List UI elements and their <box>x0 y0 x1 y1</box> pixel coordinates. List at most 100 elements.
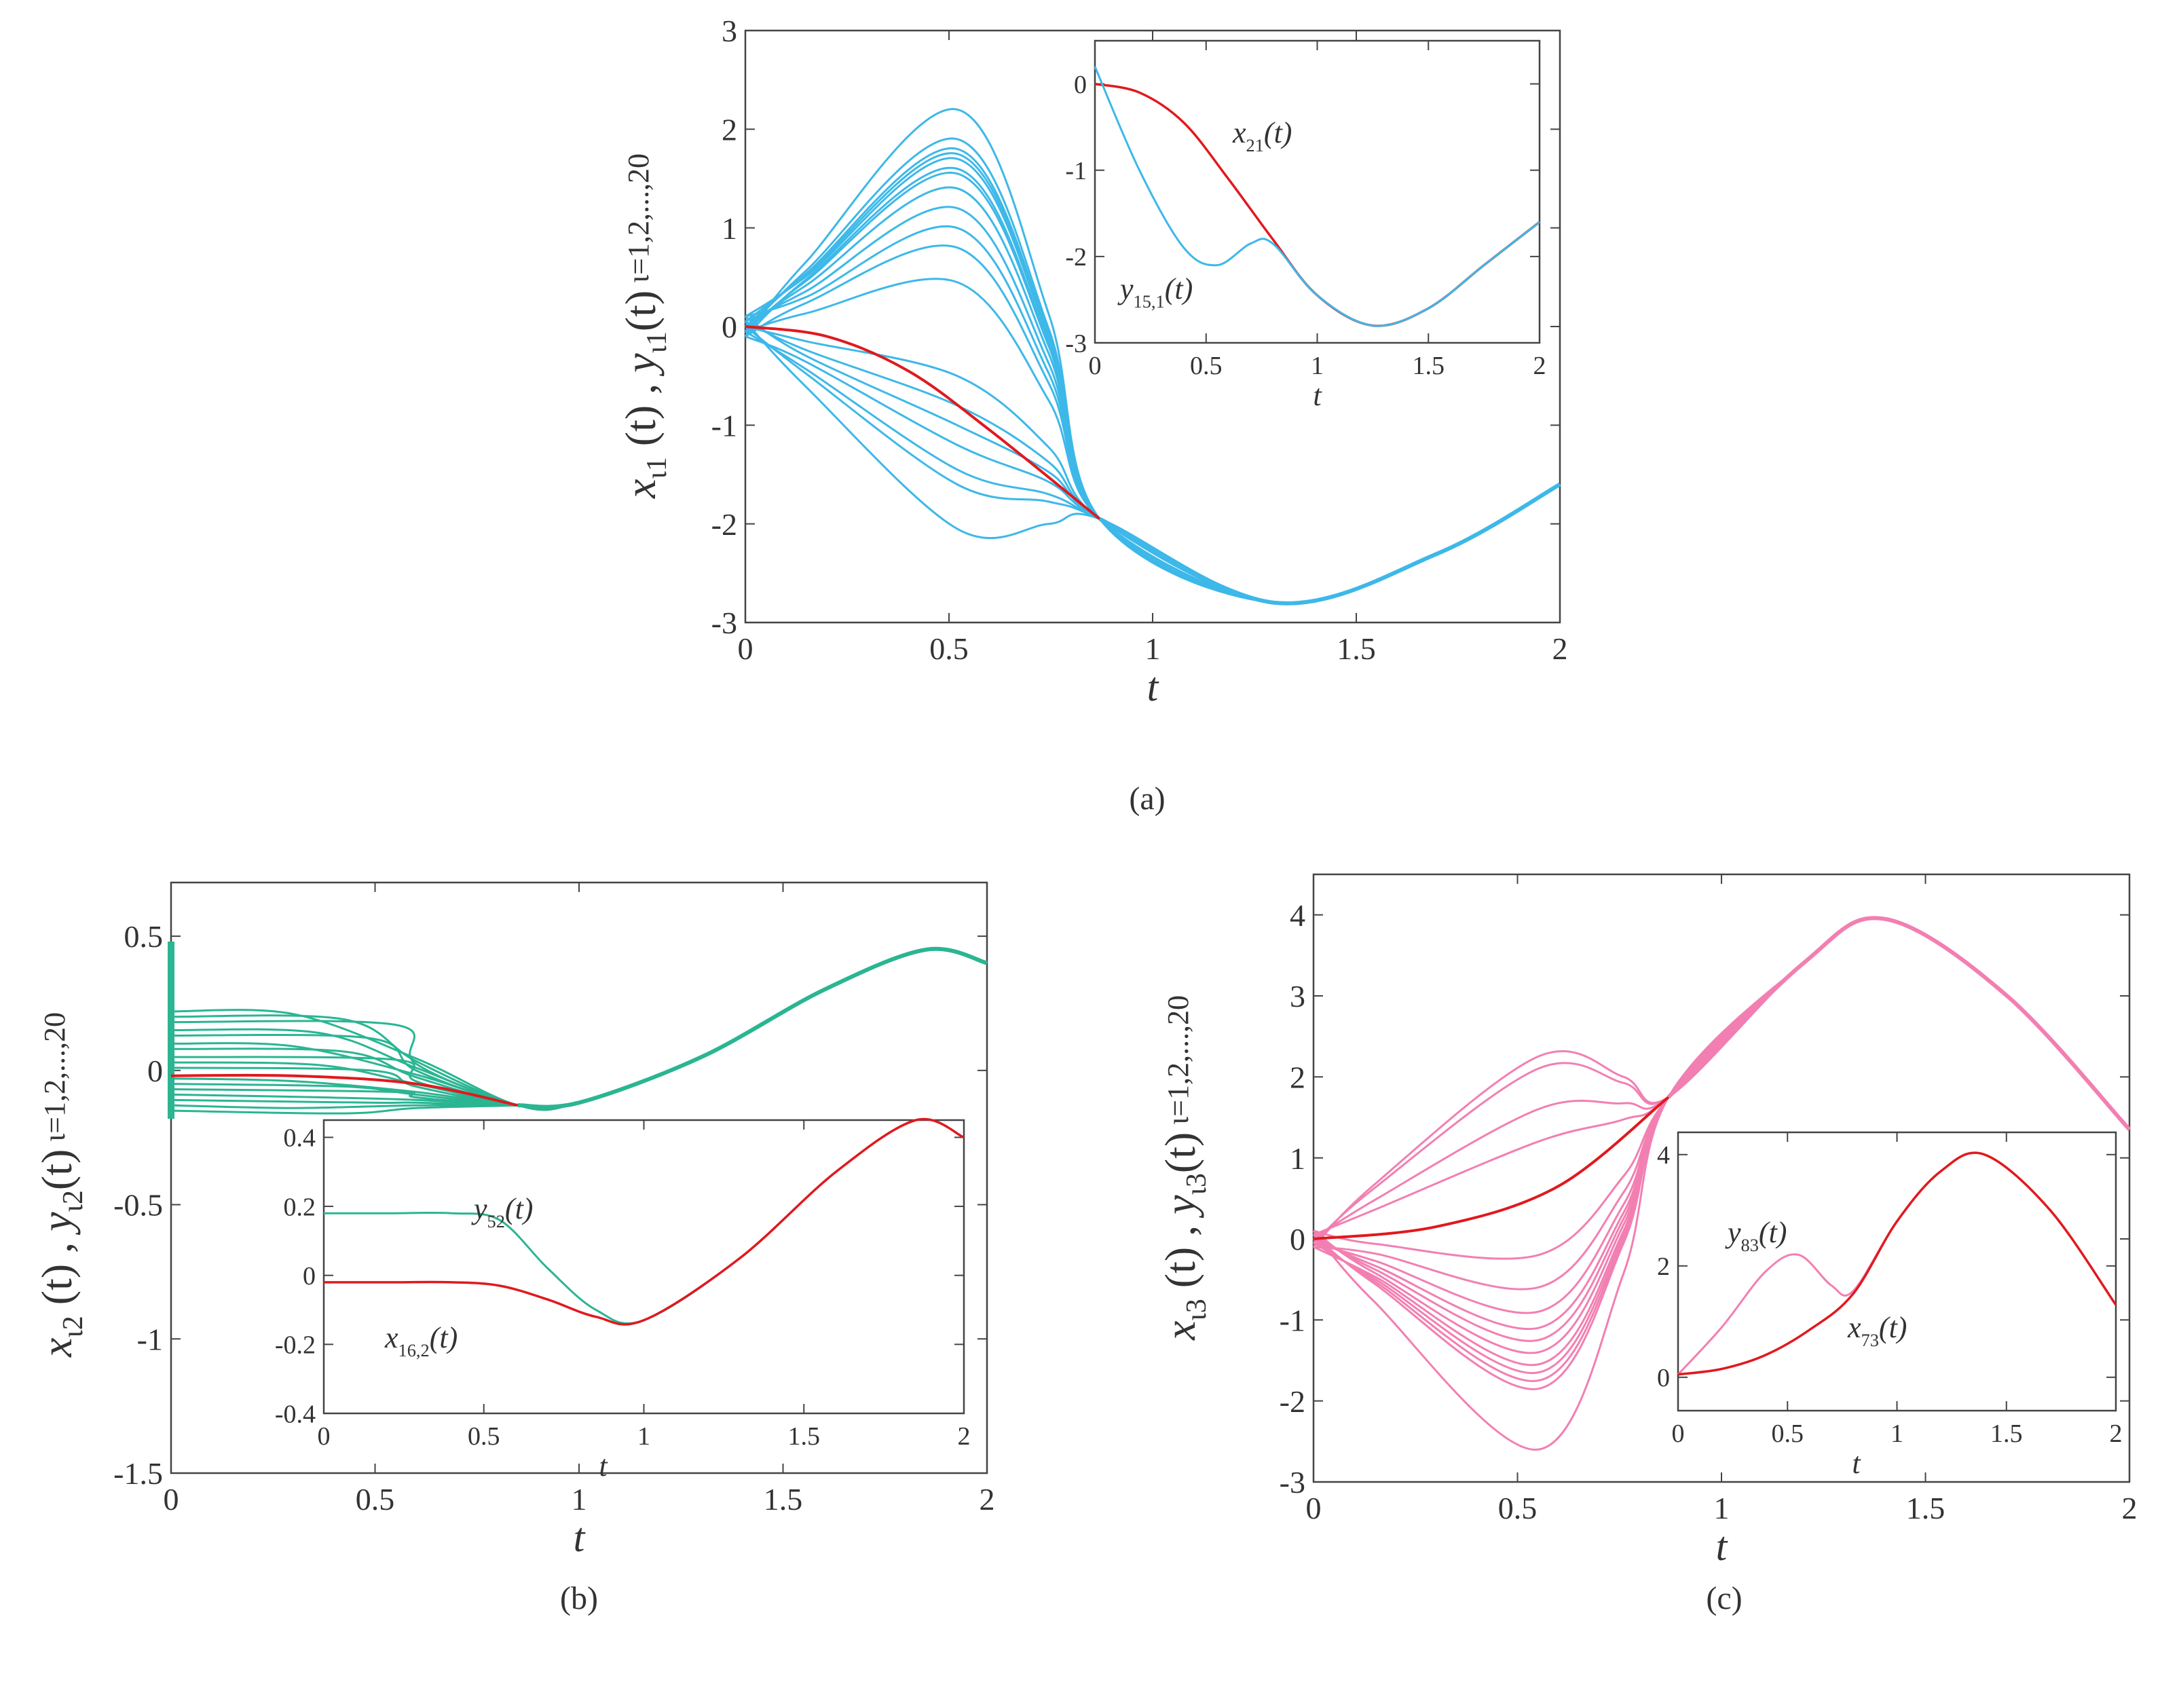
inset-ytick-label: -3 <box>1065 329 1087 358</box>
follower-line <box>745 171 1561 605</box>
main-ytick-label: 0.5 <box>124 919 164 954</box>
x-axis-label: t <box>574 1515 586 1560</box>
main-xtick-label: 1 <box>1714 1491 1730 1525</box>
inset-series-label: x21(t) <box>1232 116 1292 155</box>
inset-x-axis-label: t <box>1852 1447 1861 1480</box>
main-xtick-label: 2 <box>980 1482 995 1517</box>
follower-line <box>1312 916 2131 1248</box>
leader-line <box>745 325 1101 520</box>
main-xtick-label: 1 <box>1145 631 1161 666</box>
inset-series-line <box>1677 1151 2117 1376</box>
x-axis-label: t <box>1147 665 1159 709</box>
panel-b: 0 0.5 1 1.5 2 -1.5 -1 -0.5 0 0.5 t xι2 (t) , yι2(t)… <box>33 881 995 1616</box>
inset-ytick-label: -0.2 <box>275 1331 316 1360</box>
inset-c: 0 0.5 1 1.5 2 0 2 4 t y83(t) x73(t) <box>1657 1131 2123 1480</box>
inset-ytick-label: 4 <box>1657 1141 1670 1170</box>
inset-xtick-label: 0 <box>1672 1419 1685 1448</box>
main-ytick-label: 0 <box>1290 1222 1305 1257</box>
inset-ytick-label: -1 <box>1065 157 1087 185</box>
inset-xtick-label: 1.5 <box>788 1422 821 1451</box>
main-ytick-label: -2 <box>1280 1384 1305 1419</box>
follower-line <box>1313 916 2131 1342</box>
inset-ytick-label: -2 <box>1065 243 1087 272</box>
inset-ytick-label: 0 <box>1657 1364 1670 1392</box>
follower-line <box>1313 916 2131 1314</box>
main-ytick-label: 0 <box>722 310 737 344</box>
main-xtick-label: 1.5 <box>1337 631 1376 666</box>
main-ytick-label: 3 <box>722 14 737 48</box>
inset-series-line <box>323 1117 965 1326</box>
main-frame <box>744 29 1561 624</box>
main-ytick-label: -1.5 <box>113 1456 163 1491</box>
main-ytick-label: 1 <box>1290 1141 1305 1176</box>
panel-a: 0 0.5 1 1.5 2 -3 -2 -1 0 1 2 3 t xι1 (t) , yι1(t) ι=1… <box>616 14 1568 817</box>
inset-xtick-label: 1.5 <box>1990 1419 2023 1448</box>
y-axis-label: xι2 (t) , yι2(t) ι=1,2,...,20 <box>33 1012 89 1358</box>
inset-xtick-label: 0.5 <box>1190 352 1223 380</box>
follower-line <box>1313 916 2131 1331</box>
consensus-line <box>1098 482 1561 606</box>
leader-line <box>1313 1096 1670 1240</box>
main-xtick-label: 0.5 <box>356 1482 395 1517</box>
inset-xtick-label: 1.5 <box>1413 352 1445 380</box>
main-frame <box>1312 873 2131 1483</box>
main-xtick-label: 0 <box>1306 1491 1322 1525</box>
panel-c: 0 0.5 1 1.5 2 -3 -2 -1 0 1 2 3 4 t xι3 (t) , yι3(t) ι=… <box>1156 873 2138 1616</box>
main-xtick-label: 1 <box>572 1482 587 1517</box>
leader-line <box>170 1073 519 1107</box>
main-ytick-label: -0.5 <box>113 1188 163 1223</box>
inset-series-line <box>1094 66 1540 327</box>
inset-series-line <box>1094 82 1541 327</box>
panel-caption: (b) <box>560 1580 598 1616</box>
inset-series-label: y52(t) <box>471 1192 533 1231</box>
inset-series-label: y83(t) <box>1725 1216 1787 1255</box>
follower-line <box>1313 916 2131 1236</box>
main-ytick-label: -1 <box>1280 1303 1305 1337</box>
main-ytick-label: 1 <box>722 211 737 246</box>
inset-ytick-label: 2 <box>1657 1252 1670 1281</box>
inset-xtick-label: 2 <box>958 1422 971 1451</box>
inset-xtick-label: 0.5 <box>468 1422 500 1451</box>
inset-xtick-label: 1 <box>637 1422 650 1451</box>
inset-xtick-label: 0 <box>318 1422 331 1451</box>
follower-line <box>1313 916 2131 1260</box>
follower-line <box>1312 916 2131 1244</box>
main-ytick-label: 0 <box>147 1054 163 1088</box>
x-axis-label: t <box>1716 1524 1728 1569</box>
main-xtick-label: 0.5 <box>929 631 969 666</box>
inset-series-label: x16,2(t) <box>384 1321 458 1360</box>
inset-xtick-label: 2 <box>1533 352 1546 380</box>
inset-ytick-label: 0 <box>1074 71 1087 99</box>
inset-frame <box>322 1119 965 1415</box>
panel-caption: (a) <box>1129 781 1165 817</box>
inset-frame <box>1677 1131 2117 1412</box>
main-ytick-label: -1 <box>711 408 737 443</box>
consensus-line <box>1666 916 2131 1131</box>
main-xtick-label: 2 <box>2122 1491 2138 1525</box>
inset-ytick-label: 0.2 <box>284 1193 316 1221</box>
main-ytick-label: -3 <box>711 606 737 640</box>
main-xtick-label: 0.5 <box>1498 1491 1538 1525</box>
main-xtick-label: 0 <box>164 1482 179 1517</box>
inset-series-label: x73(t) <box>1847 1311 1907 1350</box>
inset-xtick-label: 1 <box>1891 1419 1903 1448</box>
inset-ytick-label: 0 <box>303 1262 316 1291</box>
inset-series-line <box>323 1118 965 1324</box>
inset-xtick-label: 1 <box>1311 352 1324 380</box>
panel-caption: (c) <box>1706 1580 1742 1616</box>
main-xtick-label: 1.5 <box>764 1482 803 1517</box>
main-xtick-label: 2 <box>1552 631 1568 666</box>
follower-line <box>745 206 1561 605</box>
main-xtick-label: 0 <box>738 631 753 666</box>
main-ytick-label: 3 <box>1290 979 1305 1014</box>
main-ytick-label: -1 <box>137 1322 163 1356</box>
y-axis-label: xι1 (t) , yι1(t) ι=1,2,...,20 <box>616 153 673 499</box>
inset-a: 0 0.5 1 1.5 2 -3 -2 -1 0 t x21(t) y15,1(t) <box>1065 39 1546 412</box>
inset-x-axis-label: t <box>599 1449 608 1483</box>
y-axis-label: xι3 (t) , yι3(t) ι=1,2,...,20 <box>1156 995 1212 1341</box>
main-ytick-label: -3 <box>1280 1465 1305 1500</box>
inset-ytick-label: -0.4 <box>275 1400 316 1428</box>
follower-line <box>1313 916 2131 1291</box>
main-xtick-label: 1.5 <box>1906 1491 1945 1525</box>
